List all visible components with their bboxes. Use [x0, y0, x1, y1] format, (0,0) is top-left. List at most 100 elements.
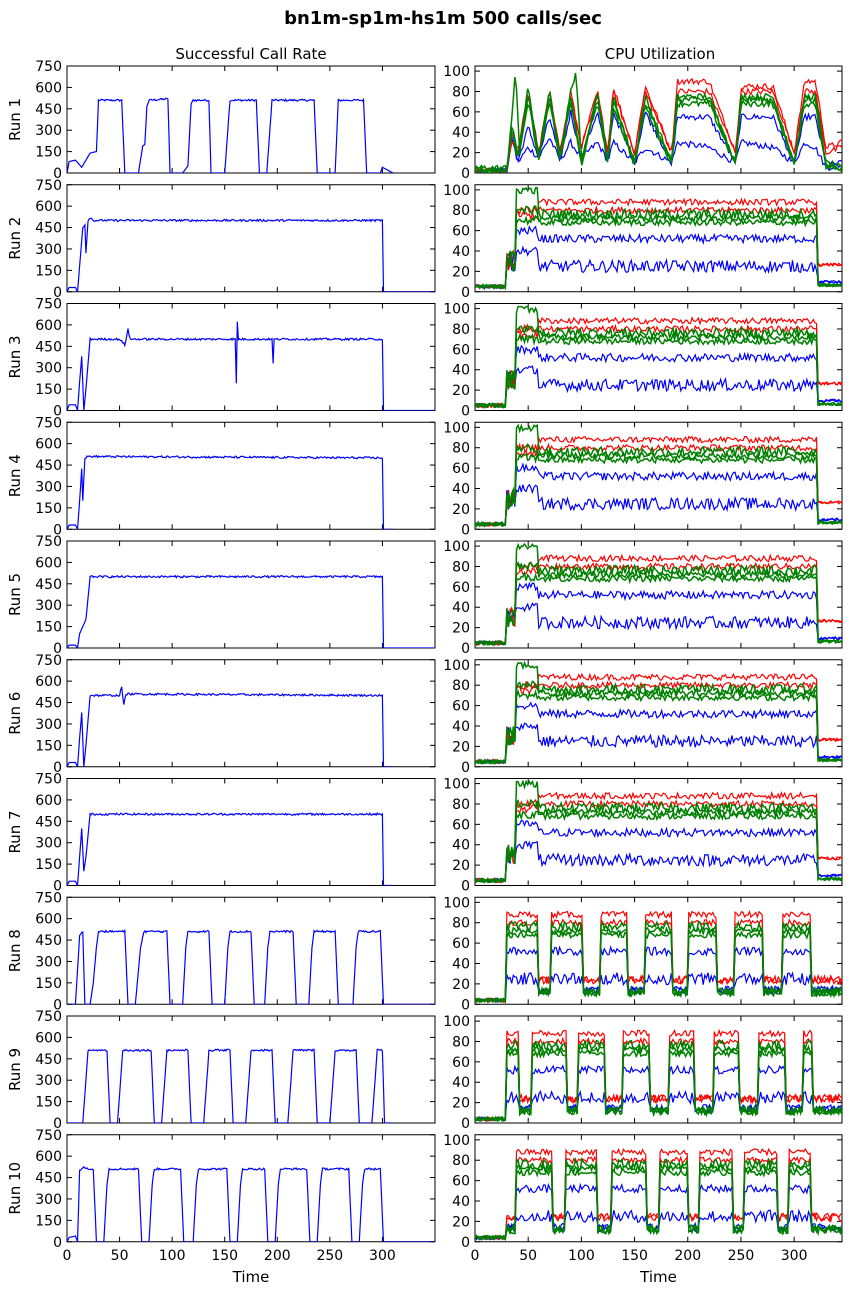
x-tick-label: 150 — [211, 1248, 238, 1264]
cpu-line — [475, 542, 842, 646]
y-tick-label: 0 — [461, 522, 470, 538]
cpu-line — [475, 215, 842, 291]
y-tick-label: 450 — [35, 696, 62, 712]
panel-frame — [474, 303, 843, 411]
cpu-line — [475, 570, 842, 646]
y-tick-label: 750 — [35, 653, 62, 669]
y-tick-label: 80 — [452, 441, 470, 457]
y-tick-label: 150 — [35, 145, 62, 161]
y-tick-label: 40 — [452, 363, 470, 379]
x-tick-label: 50 — [111, 1248, 129, 1264]
y-tick-label: 750 — [35, 415, 62, 431]
y-tick-label: 150 — [35, 263, 62, 279]
y-tick-label: 100 — [443, 1133, 470, 1149]
y-tick-label: 0 — [461, 1116, 470, 1132]
y-tick-label: 300 — [35, 361, 62, 377]
x-tick-label: 150 — [621, 1248, 648, 1264]
x-tick-label: 250 — [316, 1248, 343, 1264]
cpu-panel-5: 0 20 40 60 80 100 — [443, 539, 843, 657]
panel-frame — [66, 896, 436, 1005]
run-label: Run 2 — [6, 217, 24, 260]
y-tick-label: 600 — [35, 437, 62, 453]
call-rate-panel-10: 0 150 300 450 600 750 0 50 100 150 200 250 300 Time — [35, 1128, 436, 1286]
y-tick-label: 80 — [452, 1034, 470, 1050]
y-tick-label: 60 — [452, 342, 470, 358]
cpu-line — [475, 186, 842, 290]
y-tick-label: 0 — [53, 1235, 62, 1251]
y-tick-label: 20 — [452, 383, 470, 399]
cpu-line — [475, 925, 842, 1003]
y-tick-label: 750 — [35, 1009, 62, 1025]
cpu-line — [475, 423, 842, 528]
y-tick-label: 40 — [452, 600, 470, 616]
y-tick-label: 600 — [35, 80, 62, 96]
y-tick-label: 150 — [35, 976, 62, 992]
y-tick-label: 450 — [35, 458, 62, 474]
y-tick-label: 600 — [35, 318, 62, 334]
cpu-column-title: CPU Utilization — [605, 45, 715, 63]
y-tick-label: 60 — [452, 936, 470, 952]
run-label: Run 1 — [6, 98, 24, 141]
panel-frame — [66, 65, 436, 174]
y-tick-label: 100 — [443, 895, 470, 911]
call-rate-line — [67, 97, 394, 173]
x-tick-label: 200 — [674, 1248, 701, 1264]
y-tick-label: 150 — [35, 382, 62, 398]
panel-frame — [66, 303, 436, 411]
y-tick-label: 100 — [443, 302, 470, 318]
cpu-panel-7: 0 20 40 60 80 100 — [443, 777, 843, 895]
panel-frame — [66, 421, 436, 530]
y-tick-label: 450 — [35, 339, 62, 355]
cpu-line — [475, 443, 842, 528]
panel-frame — [66, 778, 436, 886]
cpu-line — [475, 344, 842, 409]
y-tick-label: 100 — [443, 658, 470, 674]
y-tick-label: 300 — [35, 836, 62, 852]
x-tick-label: 300 — [369, 1248, 396, 1264]
cpu-line — [475, 305, 842, 410]
cpu-line — [475, 435, 842, 526]
cpu-panel-2: 0 20 40 60 80 100 — [443, 183, 843, 301]
x-tick-label: 0 — [471, 1248, 480, 1264]
call-rate-panel-4: 0 150 300 450 600 750 — [35, 415, 436, 538]
cpu-line — [475, 581, 842, 646]
y-tick-label: 450 — [35, 221, 62, 237]
cpu-line — [475, 451, 842, 528]
y-tick-label: 60 — [452, 1055, 470, 1071]
y-tick-label: 0 — [461, 997, 470, 1013]
panel-frame — [66, 1015, 436, 1124]
y-tick-label: 0 — [461, 760, 470, 776]
y-tick-label: 300 — [35, 242, 62, 258]
y-tick-label: 20 — [452, 502, 470, 518]
cpu-line — [475, 660, 842, 765]
cpu-line — [475, 602, 842, 646]
y-tick-label: 0 — [53, 879, 62, 895]
y-tick-label: 0 — [461, 641, 470, 657]
cpu-line — [475, 722, 842, 765]
run-label: Run 9 — [6, 1048, 24, 1091]
cpu-line — [475, 929, 842, 1004]
y-tick-label: 750 — [35, 297, 62, 313]
y-tick-label: 80 — [452, 322, 470, 338]
y-tick-label: 40 — [452, 125, 470, 141]
y-tick-label: 150 — [35, 1095, 62, 1111]
cpu-line — [475, 332, 842, 409]
y-tick-label: 600 — [35, 199, 62, 215]
cpu-line — [475, 672, 842, 764]
y-tick-label: 100 — [443, 420, 470, 436]
y-tick-label: 80 — [452, 559, 470, 575]
cpu-line — [475, 561, 842, 647]
y-tick-label: 600 — [35, 1030, 62, 1046]
call-rate-line — [67, 217, 435, 292]
cpu-line — [475, 917, 842, 1003]
run-label: Run 8 — [6, 929, 24, 972]
panel-frame — [474, 421, 843, 530]
y-tick-label: 40 — [452, 481, 470, 497]
y-tick-label: 600 — [35, 555, 62, 571]
cpu-line — [475, 205, 842, 290]
y-tick-label: 0 — [53, 166, 62, 182]
y-tick-label: 150 — [35, 738, 62, 754]
call-rate-line — [67, 454, 393, 530]
y-tick-label: 80 — [452, 916, 470, 932]
cpu-panel-6: 0 20 40 60 80 100 — [443, 658, 843, 776]
